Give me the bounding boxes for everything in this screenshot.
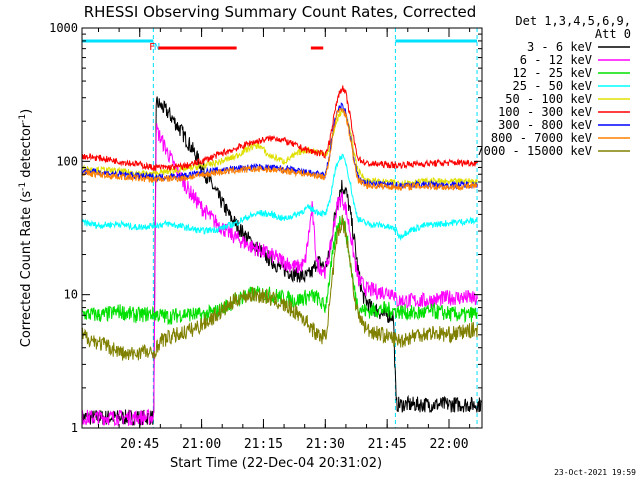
y-tick-label-0: 1 — [71, 421, 78, 435]
x-axis: 20:45 21:00 21:15 21:30 21:45 22:00 — [97, 28, 471, 452]
legend-label-3: 25 - 50 keV — [513, 79, 592, 93]
x-tick-label-1: 21:00 — [182, 437, 221, 452]
y-tick-label-1: 10 — [64, 288, 78, 302]
y-axis-label-end: ) — [19, 109, 34, 114]
y-axis: 1 10 100 1000 — [49, 21, 482, 435]
flag-label-0: F — [149, 42, 155, 53]
y-axis-label-sup1: -1 — [18, 182, 28, 191]
series-line-5 — [81, 85, 478, 171]
series-line-3 — [81, 153, 478, 242]
legend-label-2: 12 - 25 keV — [513, 66, 592, 80]
x-tick-label-2: 21:15 — [244, 437, 283, 452]
y-tick-label-2: 100 — [56, 154, 78, 168]
legend-label-4: 50 - 100 keV — [505, 92, 592, 106]
y-tick-label-3: 1000 — [49, 21, 78, 35]
chart-title: RHESSI Observing Summary Count Rates, Co… — [84, 3, 477, 21]
legend-header-line1: Det 1,3,4,5,6,9, — [515, 14, 631, 28]
plot-frame — [81, 27, 483, 429]
y-axis-label-main: Corrected Count Rate (s — [19, 191, 34, 348]
legend-label-5: 100 - 300 keV — [498, 105, 592, 119]
series-line-2 — [81, 215, 478, 326]
legend-label-6: 300 - 800 keV — [498, 118, 592, 132]
legend-header-line2: Att 0 — [595, 27, 631, 41]
x-tick-label-3: 21:30 — [306, 437, 345, 452]
series-line-8 — [81, 214, 478, 361]
night-interval-layer — [81, 28, 478, 428]
legend-label-0: 3 - 6 keV — [527, 40, 592, 54]
y-axis-label-sup2: -1 — [18, 114, 28, 123]
flag-label-1: N — [154, 42, 160, 53]
series-line-1 — [81, 123, 478, 427]
x-tick-label-5: 22:00 — [429, 437, 468, 452]
flag-layer: FN — [149, 42, 324, 53]
x-axis-label: Start Time (22-Dec-04 20:31:02) — [170, 456, 382, 471]
legend-label-7: 800 - 7000 keV — [491, 131, 592, 145]
y-axis-label-mid: detector — [19, 122, 34, 182]
footer-timestamp: 23-Oct-2021 19:59 — [554, 468, 636, 477]
x-tick-label-4: 21:45 — [368, 437, 407, 452]
series-line-7 — [81, 107, 478, 192]
x-tick-label-0: 20:45 — [120, 437, 159, 452]
series-layer — [81, 85, 482, 427]
legend-label-1: 6 - 12 keV — [520, 53, 592, 67]
legend-label-8: 7000 - 15000 keV — [476, 144, 592, 158]
y-axis-label: Corrected Count Rate (s-1 detector-1) — [18, 109, 34, 347]
